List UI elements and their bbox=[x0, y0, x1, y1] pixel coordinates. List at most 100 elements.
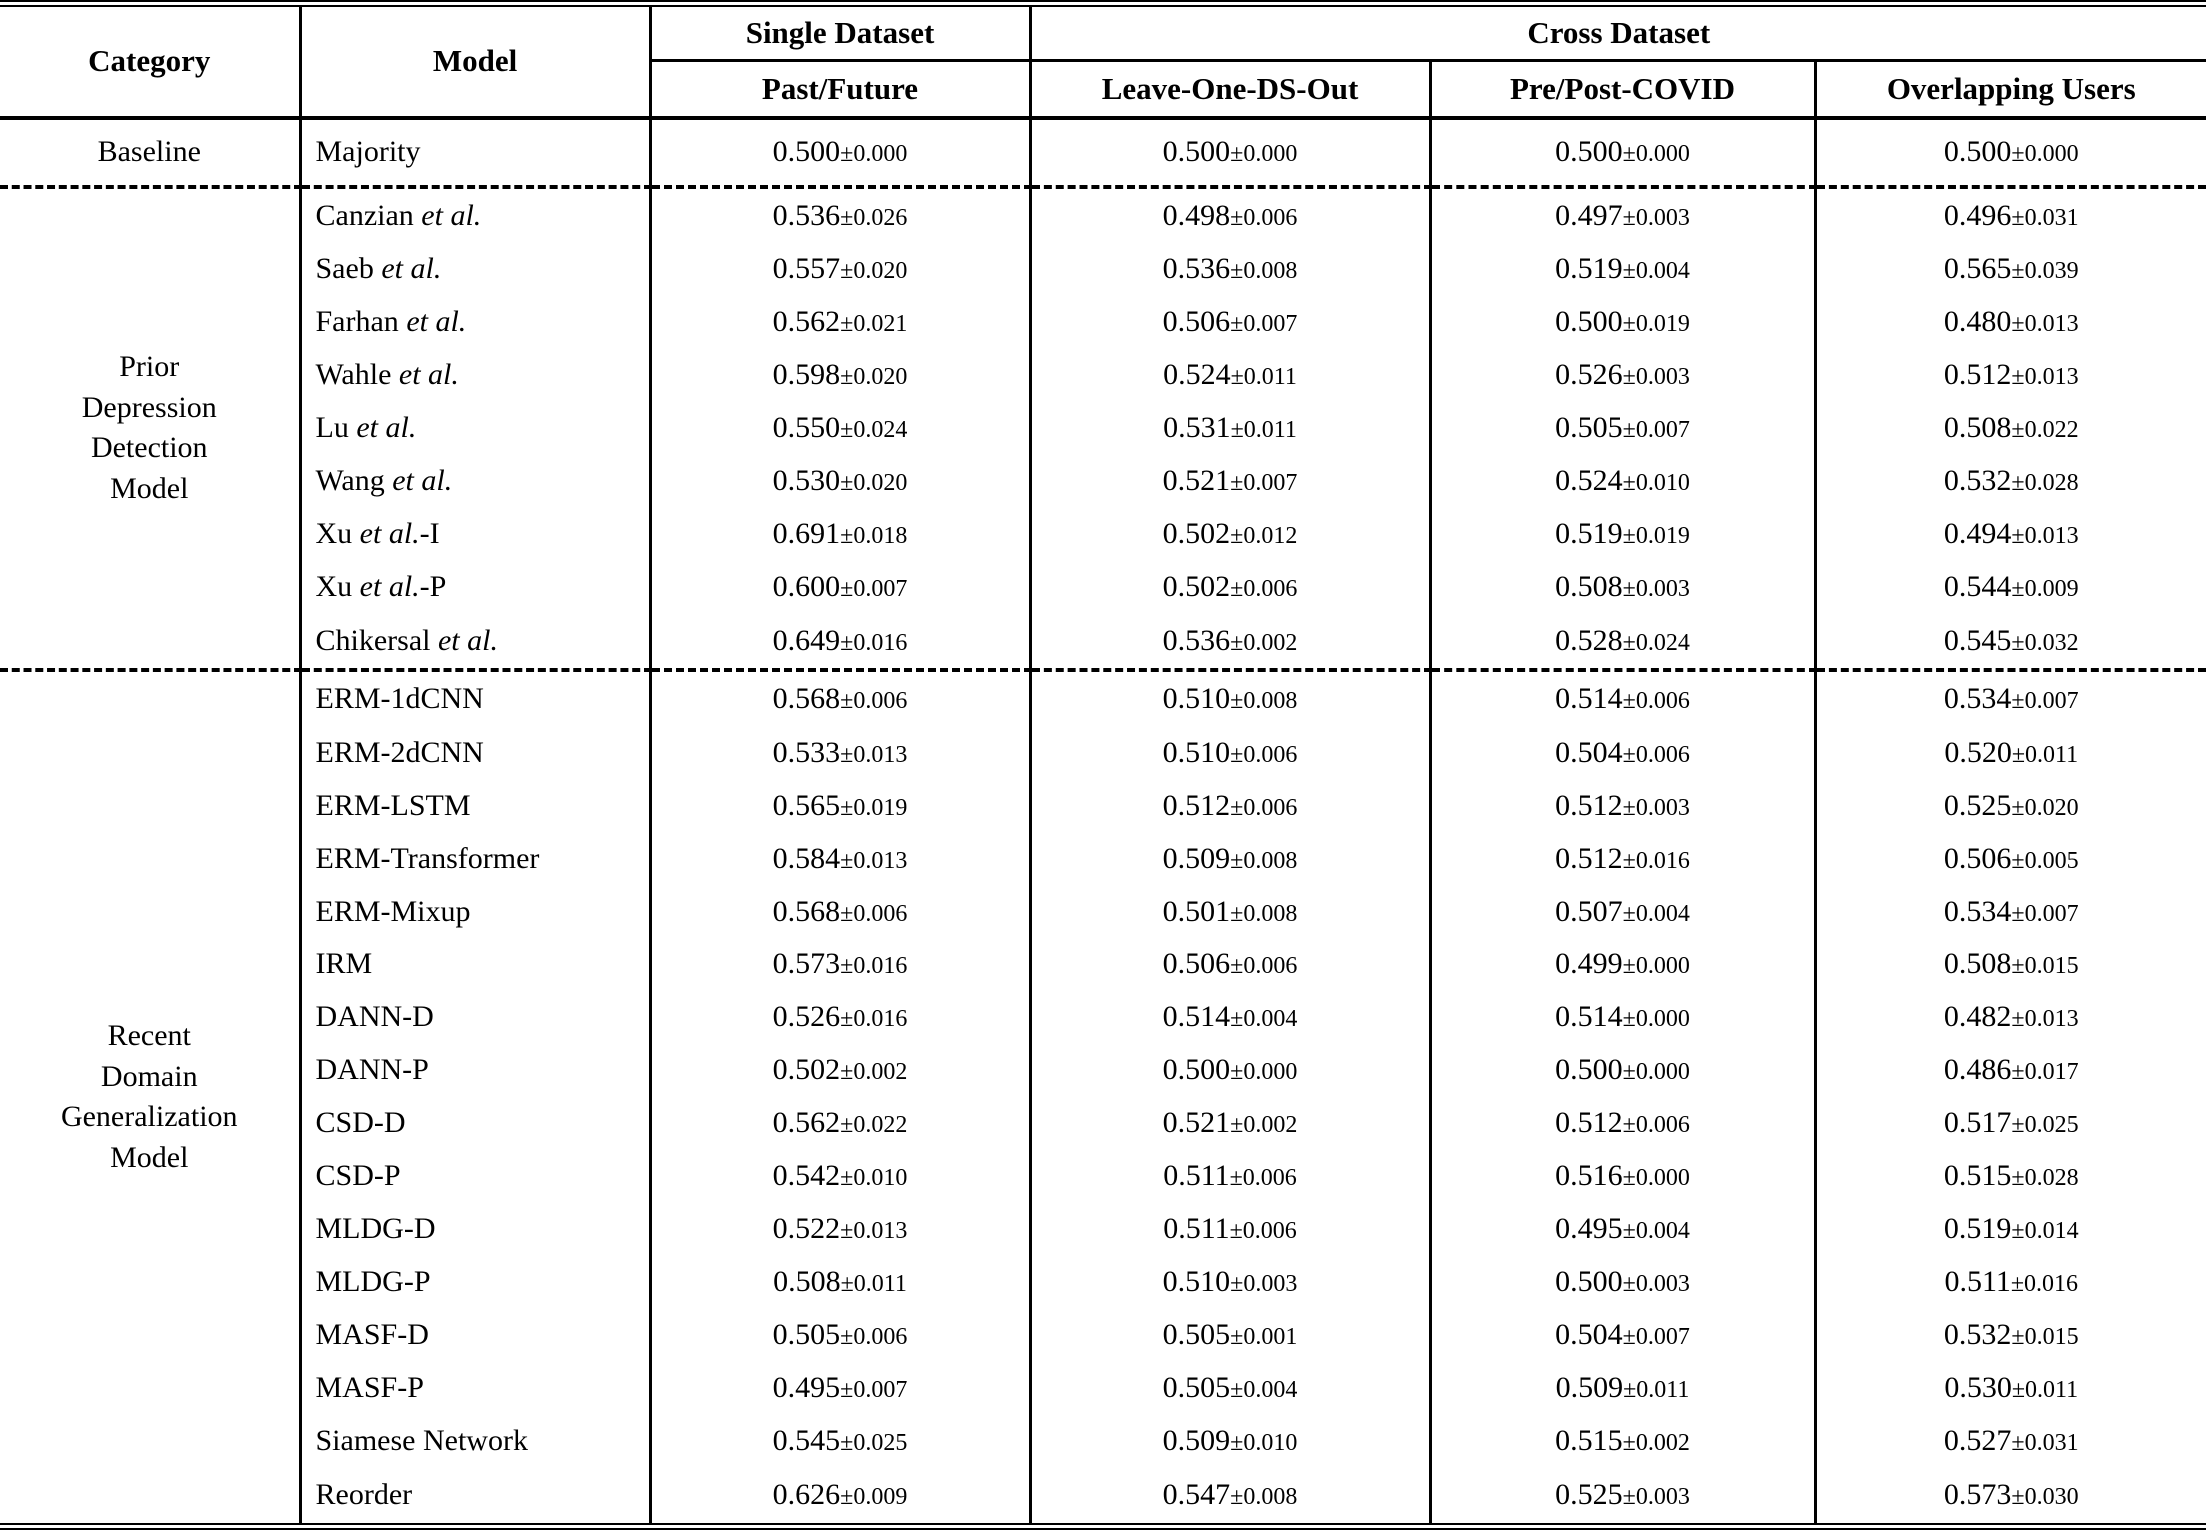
model-cell: Canzian et al. bbox=[300, 186, 652, 243]
value-stddev: ±0.011 bbox=[1230, 417, 1297, 444]
model-cell: Farhan et al. bbox=[300, 295, 652, 349]
value-mean: 0.505 bbox=[1162, 1318, 1231, 1352]
value-cell: 0.521±0.002 bbox=[1030, 1096, 1432, 1150]
value-mean: 0.505 bbox=[772, 1318, 841, 1352]
value-cell: 0.482±0.013 bbox=[1815, 991, 2206, 1044]
value-stddev: ±0.004 bbox=[1622, 258, 1690, 285]
value-stddev: ±0.005 bbox=[2011, 847, 2079, 874]
value-mean: 0.508 bbox=[773, 1265, 841, 1299]
value-stddev: ±0.031 bbox=[2011, 204, 2079, 231]
value-mean: 0.480 bbox=[1943, 305, 2012, 339]
value-stddev: ±0.008 bbox=[1230, 847, 1298, 874]
value-cell: 0.505±0.001 bbox=[1030, 1308, 1432, 1362]
value-stddev: ±0.022 bbox=[2011, 417, 2079, 444]
model-name: MLDG-P bbox=[315, 1265, 431, 1299]
model-cell: ERM-LSTM bbox=[300, 779, 652, 833]
value-stddev: ±0.013 bbox=[840, 847, 908, 874]
value-mean: 0.514 bbox=[1162, 1000, 1231, 1034]
value-stddev: ±0.011 bbox=[2011, 1377, 2079, 1404]
value-mean: 0.527 bbox=[1943, 1424, 2012, 1458]
value-stddev: ±0.006 bbox=[1230, 794, 1298, 821]
value-mean: 0.506 bbox=[1162, 305, 1231, 339]
value-cell: 0.500±0.019 bbox=[1430, 295, 1817, 349]
table-row: CSD-P 0.542±0.010 0.511±0.006 0.516±0.000 0.… bbox=[0, 1149, 2206, 1203]
model-name-et-al: et al. bbox=[381, 252, 442, 286]
model-name: ERM-2dCNN bbox=[315, 735, 484, 769]
value-cell: 0.598±0.020 bbox=[650, 348, 1032, 402]
value-mean: 0.649 bbox=[772, 623, 841, 657]
value-stddev: ±0.021 bbox=[840, 311, 908, 338]
value-mean: 0.532 bbox=[1943, 464, 2012, 498]
value-stddev: ±0.000 bbox=[1622, 1006, 1690, 1033]
value-cell: 0.511±0.006 bbox=[1030, 1149, 1432, 1203]
value-stddev: ±0.013 bbox=[2011, 1006, 2079, 1033]
value-cell: 0.528±0.024 bbox=[1430, 613, 1817, 672]
value-stddev: ±0.011 bbox=[1230, 364, 1297, 391]
value-cell: 0.507±0.004 bbox=[1430, 885, 1817, 938]
value-cell: 0.534±0.007 bbox=[1815, 670, 2206, 726]
value-stddev: ±0.013 bbox=[840, 1218, 908, 1245]
value-stddev: ±0.024 bbox=[1622, 629, 1690, 656]
value-stddev: ±0.007 bbox=[840, 576, 908, 603]
value-cell: 0.500±0.000 bbox=[1815, 117, 2206, 189]
model-cell: ERM-Mixup bbox=[300, 885, 652, 938]
value-mean: 0.500 bbox=[1555, 1265, 1623, 1299]
value-mean: 0.486 bbox=[1943, 1053, 2012, 1087]
value-cell: 0.515±0.028 bbox=[1815, 1150, 2206, 1203]
value-mean: 0.515 bbox=[1943, 1159, 2012, 1193]
model-name-et-al: et al. bbox=[398, 358, 459, 392]
table-row: Siamese Network 0.545±0.025 0.509±0.010 0.5… bbox=[0, 1414, 2206, 1468]
value-cell: 0.519±0.004 bbox=[1430, 242, 1817, 296]
value-mean: 0.519 bbox=[1555, 517, 1623, 551]
value-cell: 0.506±0.006 bbox=[1030, 938, 1432, 991]
table-row: Prior Depression Detection Model Canzian … bbox=[0, 186, 2206, 672]
table-row: Chikersal et al. 0.649±0.016 0.536±0.002 0.… bbox=[0, 613, 2206, 672]
value-cell: 0.545±0.032 bbox=[1815, 613, 2206, 672]
value-mean: 0.514 bbox=[1555, 682, 1623, 715]
value-mean: 0.521 bbox=[1162, 1106, 1231, 1140]
value-cell: 0.514±0.006 bbox=[1430, 669, 1817, 727]
value-stddev: ±0.011 bbox=[2011, 741, 2079, 768]
value-stddev: ±0.006 bbox=[1622, 688, 1690, 714]
value-mean: 0.530 bbox=[1944, 1371, 2012, 1405]
value-mean: 0.531 bbox=[1163, 411, 1231, 445]
model-name: Wang bbox=[315, 464, 393, 498]
value-stddev: ±0.019 bbox=[1622, 523, 1690, 550]
value-stddev: ±0.020 bbox=[840, 364, 908, 391]
value-stddev: ±0.013 bbox=[2011, 364, 2079, 391]
value-cell: 0.530±0.011 bbox=[1815, 1362, 2206, 1415]
value-mean: 0.509 bbox=[1162, 841, 1231, 875]
value-stddev: ±0.009 bbox=[2011, 576, 2079, 603]
value-mean: 0.509 bbox=[1162, 1424, 1231, 1458]
value-stddev: ±0.001 bbox=[1230, 1324, 1298, 1351]
category-cell: Prior Depression Detection Model bbox=[0, 186, 302, 672]
value-mean: 0.568 bbox=[772, 894, 841, 928]
value-stddev: ±0.000 bbox=[1622, 1059, 1690, 1086]
value-mean: 0.536 bbox=[1162, 623, 1231, 657]
value-stddev: ±0.016 bbox=[2010, 1271, 2079, 1298]
table-row: Baseline Majority 0.500±0.000 0.500±0.000 0.… bbox=[0, 117, 2206, 189]
value-mean: 0.626 bbox=[772, 1478, 841, 1512]
model-cell: MASF-D bbox=[300, 1308, 652, 1362]
model-name: ERM-Mixup bbox=[315, 894, 471, 928]
value-cell: 0.542±0.010 bbox=[650, 1149, 1032, 1203]
header-sub-row: Past/Future Leave-One-DS-Out Pre/Post-CO… bbox=[0, 60, 2206, 120]
value-stddev: ±0.008 bbox=[1230, 258, 1298, 285]
model-name: IRM bbox=[315, 947, 373, 981]
value-mean: 0.516 bbox=[1555, 1159, 1623, 1193]
value-cell: 0.512±0.016 bbox=[1430, 832, 1817, 886]
value-cell: 0.506±0.005 bbox=[1815, 832, 2206, 885]
subheader-overlapping-users: Overlapping Users bbox=[1815, 60, 2206, 120]
value-cell: 0.502±0.006 bbox=[1030, 560, 1432, 614]
value-mean: 0.565 bbox=[1943, 252, 2012, 286]
value-mean: 0.497 bbox=[1555, 198, 1623, 232]
value-mean: 0.544 bbox=[1943, 570, 2012, 604]
value-stddev: ±0.006 bbox=[1230, 576, 1298, 603]
value-cell: 0.499±0.000 bbox=[1430, 938, 1817, 991]
value-cell: 0.510±0.003 bbox=[1030, 1255, 1432, 1309]
value-cell: 0.519±0.019 bbox=[1430, 507, 1817, 561]
model-cell: DANN-P bbox=[300, 1043, 652, 1097]
model-name-et-al: et al. bbox=[359, 517, 420, 551]
value-cell: 0.584±0.013 bbox=[650, 832, 1032, 886]
value-stddev: ±0.007 bbox=[1230, 311, 1298, 338]
